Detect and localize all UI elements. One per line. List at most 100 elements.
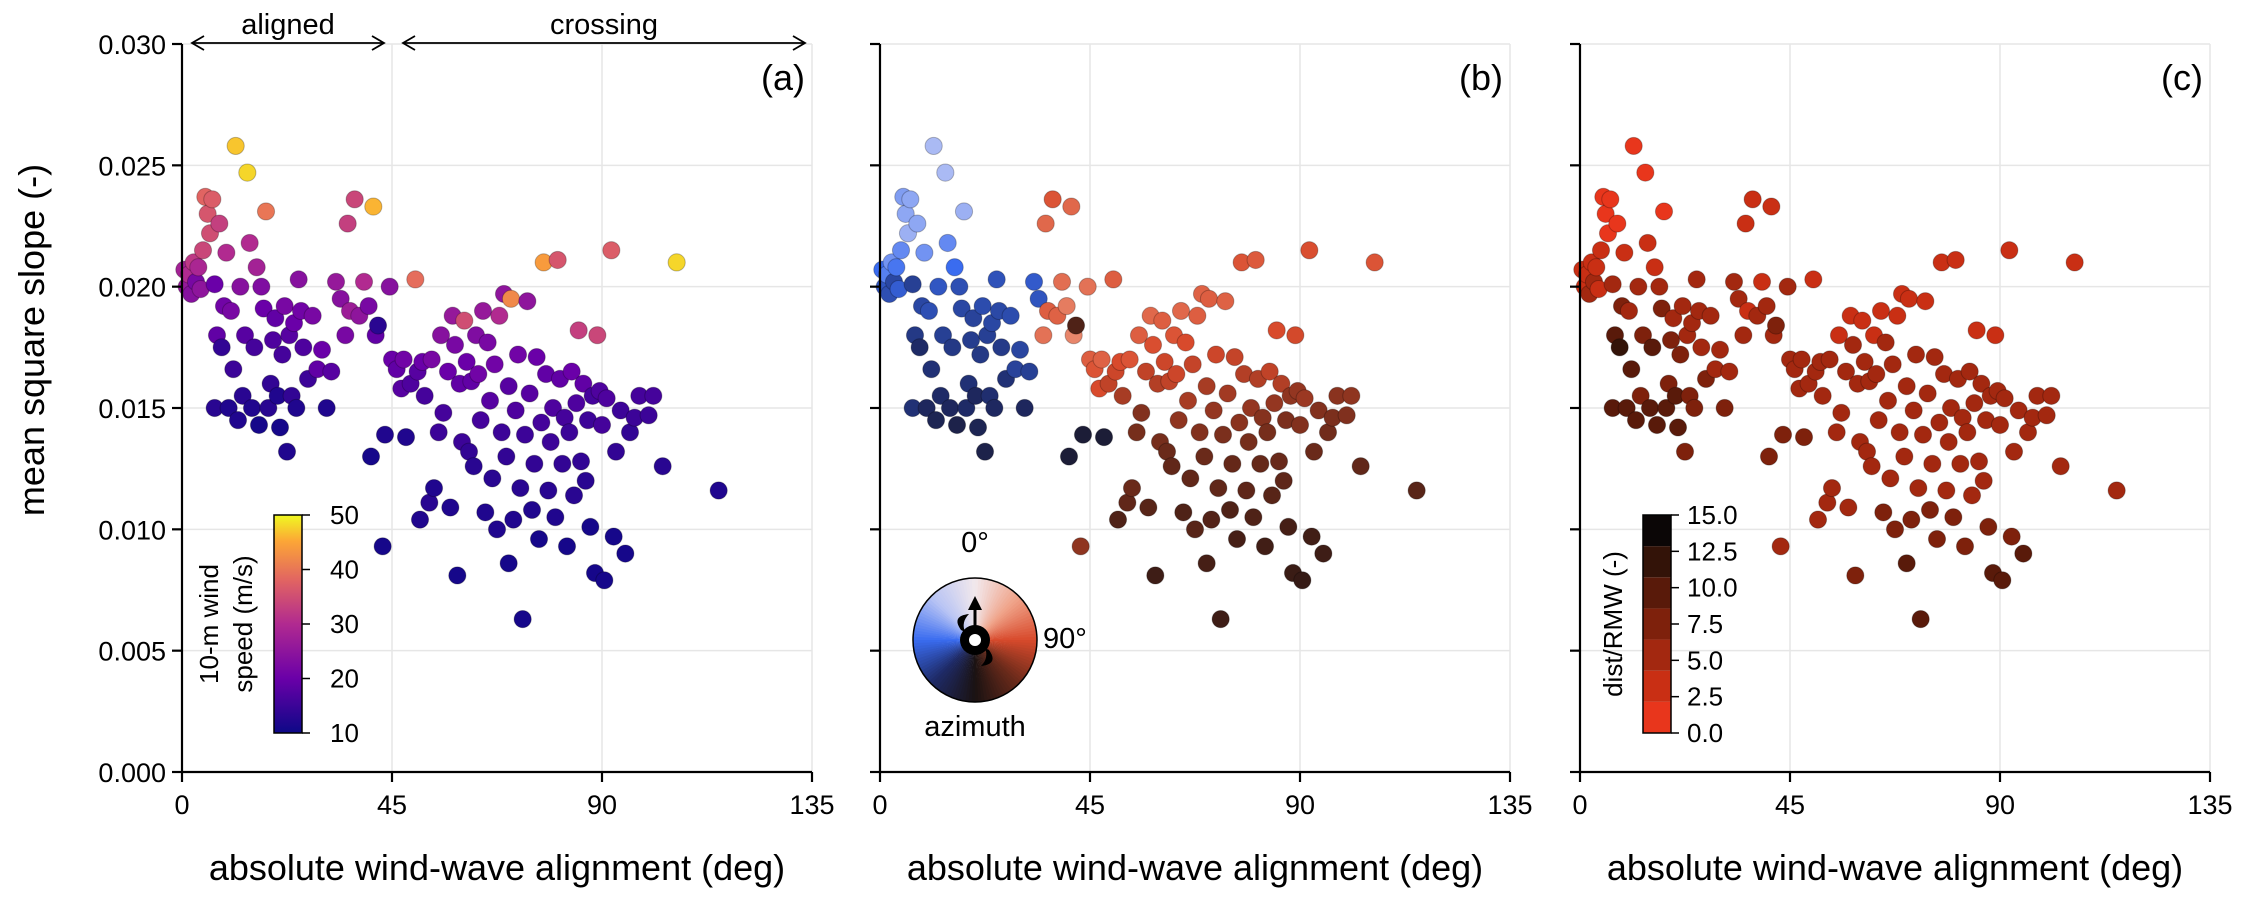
dist-rmw-colorbar: 0.0 2.5 5.0 7.5 10.0 12.5 15.0 bbox=[1642, 500, 1738, 748]
data-point bbox=[1269, 452, 1289, 471]
x-tick-label: 135 bbox=[1487, 790, 1532, 820]
colorwheel-sector bbox=[975, 640, 992, 701]
x-tick-label: 45 bbox=[1075, 790, 1105, 820]
data-point bbox=[1687, 270, 1706, 289]
colorwheel-sector bbox=[913, 639, 975, 644]
data-point bbox=[1267, 321, 1286, 340]
data-point bbox=[434, 403, 453, 422]
data-point bbox=[1066, 316, 1086, 335]
data-point bbox=[1661, 330, 1681, 350]
data-point bbox=[574, 374, 593, 393]
colorwheel-sector bbox=[975, 640, 1009, 694]
data-point bbox=[1664, 309, 1683, 328]
colorwheel-sector bbox=[975, 630, 1037, 640]
colorbar-c-label: dist/RMW (-) bbox=[1598, 551, 1628, 697]
data-point bbox=[1902, 510, 1921, 529]
data-point bbox=[1843, 335, 1863, 355]
data-point bbox=[1979, 517, 1998, 537]
data-point bbox=[277, 442, 297, 461]
x-tick-label: 0 bbox=[1572, 790, 1587, 820]
data-point bbox=[480, 391, 500, 410]
data-point bbox=[1181, 469, 1200, 488]
data-point bbox=[511, 478, 530, 498]
data-point bbox=[1622, 360, 1641, 379]
colorwheel-sector bbox=[975, 640, 1015, 691]
data-point bbox=[529, 529, 549, 549]
data-point bbox=[1878, 391, 1898, 410]
y-tick-label: 0.010 bbox=[98, 515, 166, 545]
data-point bbox=[473, 301, 493, 321]
colorwheel-sector bbox=[975, 609, 1031, 640]
colorwheel-sector bbox=[946, 640, 975, 697]
colorwheel-sector bbox=[975, 640, 1001, 699]
data-point bbox=[1752, 272, 1772, 291]
wheel-label-azimuth: azimuth bbox=[924, 711, 1026, 743]
data-point bbox=[1255, 537, 1275, 556]
data-point bbox=[597, 389, 616, 408]
panel-b-points bbox=[873, 136, 1426, 629]
panel-a-axes: 0 45 90 135 0.000 0.005 0.010 0.015 0.020 0.025 0.… bbox=[98, 30, 834, 820]
data-point bbox=[406, 270, 425, 289]
data-point bbox=[317, 398, 336, 418]
colorbar-a-label-line2: speed (m/s) bbox=[228, 555, 258, 692]
data-point bbox=[954, 202, 974, 221]
data-point bbox=[1127, 423, 1146, 442]
data-point bbox=[1937, 481, 1956, 500]
panel-a-y-axis-label: mean square slope (-) bbox=[11, 164, 52, 516]
data-point bbox=[345, 190, 364, 209]
data-point bbox=[448, 566, 467, 585]
colorwheel-sector bbox=[975, 614, 1034, 640]
colorwheel-sector bbox=[938, 640, 975, 692]
data-point bbox=[595, 571, 614, 590]
data-point bbox=[924, 136, 943, 156]
data-point bbox=[221, 301, 241, 321]
data-point bbox=[527, 347, 546, 367]
data-point bbox=[322, 362, 341, 381]
data-point bbox=[562, 362, 581, 381]
colorbar-c-bin bbox=[1643, 670, 1671, 702]
data-point bbox=[1129, 326, 1149, 345]
data-point bbox=[903, 275, 922, 294]
colorwheel-sector bbox=[975, 640, 998, 700]
data-point bbox=[887, 258, 906, 277]
data-point bbox=[1720, 362, 1739, 381]
data-point bbox=[1645, 258, 1664, 277]
panel-c-label: (c) bbox=[2161, 57, 2203, 98]
colorwheel-sector bbox=[938, 587, 975, 640]
data-point bbox=[1153, 311, 1172, 330]
data-point bbox=[616, 544, 635, 563]
colorwheel-sector bbox=[975, 623, 1036, 640]
data-point bbox=[1174, 503, 1193, 522]
data-point bbox=[415, 386, 434, 405]
colorwheel-sector bbox=[914, 640, 975, 657]
colorwheel-sector bbox=[975, 640, 1004, 697]
data-point bbox=[1734, 326, 1753, 345]
data-point bbox=[1911, 610, 1930, 629]
colorwheel-sector bbox=[975, 589, 1015, 640]
data-point bbox=[1274, 471, 1293, 490]
data-point bbox=[1899, 289, 1919, 308]
panel-b-gridlines bbox=[880, 43, 1511, 772]
data-point bbox=[1710, 340, 1730, 359]
data-point bbox=[256, 202, 276, 221]
data-point bbox=[1794, 428, 1814, 447]
data-point bbox=[1197, 554, 1216, 573]
data-point bbox=[1958, 423, 1977, 442]
data-point bbox=[336, 326, 355, 345]
data-point bbox=[1888, 306, 1907, 325]
data-point bbox=[1167, 364, 1186, 384]
data-point bbox=[270, 418, 290, 437]
data-point bbox=[1771, 537, 1790, 556]
data-point bbox=[1001, 306, 1020, 325]
data-point bbox=[1993, 571, 2012, 590]
data-point bbox=[2051, 457, 2070, 476]
data-point bbox=[1969, 452, 1989, 471]
aligned-label: aligned bbox=[241, 9, 335, 41]
x-tick-label: 45 bbox=[377, 790, 407, 820]
data-point bbox=[917, 398, 936, 418]
x-tick-label: 90 bbox=[1985, 790, 2015, 820]
data-point bbox=[212, 338, 231, 357]
colorwheel-sector bbox=[935, 640, 975, 691]
data-point bbox=[1615, 243, 1634, 262]
data-point bbox=[1629, 277, 1648, 296]
